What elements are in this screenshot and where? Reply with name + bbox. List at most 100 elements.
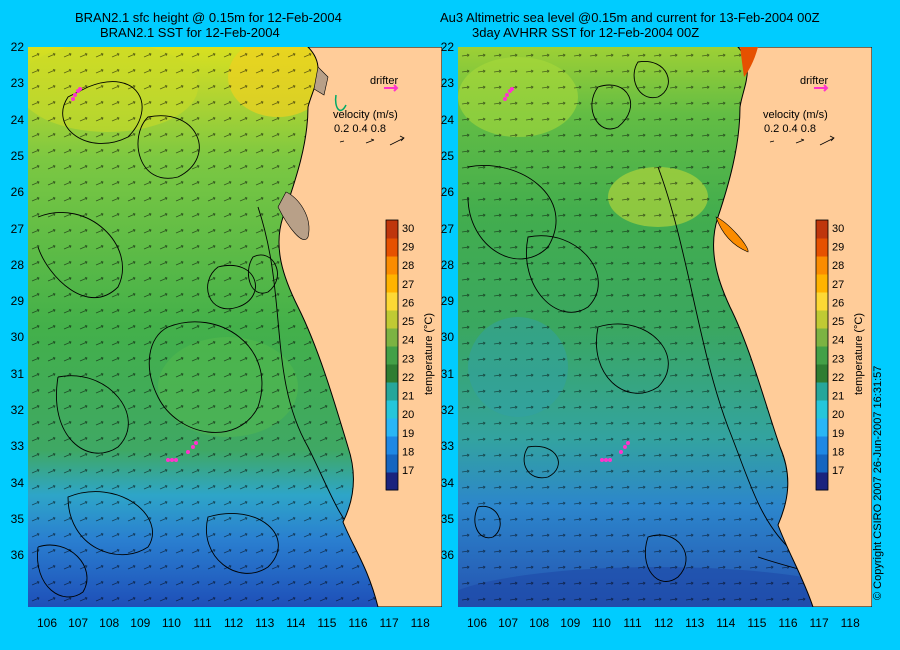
colorbar-tick-label: 19: [832, 428, 844, 440]
colorbar-segment: [386, 382, 398, 401]
lon-tick-label: 113: [255, 616, 275, 630]
lat-tick-label: 28: [10, 257, 24, 272]
colorbar-tick-label: 22: [832, 372, 844, 384]
colorbar-tick-label: 17: [832, 465, 844, 477]
colorbar-segment: [386, 436, 398, 455]
colorbar-segment: [816, 400, 828, 419]
colorbar-tick-label: 26: [832, 297, 844, 309]
lon-tick-label: 109: [560, 616, 581, 630]
lat-tick-label: 33: [440, 439, 454, 454]
lon-tick-label: 116: [778, 616, 798, 630]
colorbar-segment: [816, 292, 828, 311]
colorbar-segment: [386, 346, 398, 365]
lat-tick-label: 28: [440, 257, 454, 272]
lon-tick-label: 115: [317, 616, 337, 630]
colorbar-tick-label: 27: [832, 279, 844, 291]
colorbar-segment: [816, 346, 828, 365]
lat-tick-label: 30: [10, 330, 24, 345]
right-title-line1: Au3 Altimetric sea level @0.15m and curr…: [440, 10, 820, 25]
lon-tick-label: 114: [716, 616, 736, 630]
drifter-legend-marker: [384, 84, 399, 92]
lat-tick-label: 30: [440, 330, 454, 345]
colorbar-tick-label: 27: [402, 279, 414, 291]
lat-tick-label: 31: [10, 366, 24, 381]
lon-tick-label: 112: [224, 616, 244, 630]
right-sst-map: drifter velocity (m/s) 0.2 0.4 0.8 30 29 2…: [438, 46, 878, 647]
lon-tick-label: 108: [529, 616, 550, 630]
colorbar-frame: [815, 219, 829, 491]
lat-tick-label: 32: [440, 403, 454, 417]
colorbar-segment: [816, 436, 828, 455]
lat-tick-label: 23: [10, 76, 24, 91]
left-sst-map: drifter velocity (m/s) 0.2 0.4 0.8 30 29 2…: [18, 37, 443, 608]
colorbar-segment: [816, 472, 828, 491]
left-map-panel: drifter velocity (m/s) 0.2 0.4 0.8 30 29 2…: [18, 37, 443, 608]
colorbar-tick-label: 18: [402, 446, 414, 458]
lon-tick-label: 108: [99, 616, 120, 630]
lat-tick-label: 35: [440, 511, 454, 526]
drifter-legend-marker: [814, 84, 829, 92]
colorbar-segment: [386, 472, 398, 491]
colorbar-tick-label: 18: [832, 446, 844, 458]
colorbar-tick-label: 23: [832, 353, 844, 365]
colorbar-segment: [386, 220, 398, 239]
lon-tick-label: 111: [623, 616, 642, 630]
velocity-legend-values: 0.2 0.4 0.8: [334, 123, 386, 135]
lon-tick-label: 110: [591, 616, 611, 630]
colorbar-tick-label: 30: [832, 223, 844, 235]
lon-tick-label: 117: [809, 616, 829, 630]
velocity-legend-arrows: [339, 135, 405, 146]
colorbar-segment: [386, 310, 398, 329]
lat-tick-label: 27: [440, 221, 454, 236]
colorbar-tick-label: 28: [832, 260, 844, 272]
lat-tick-label: 24: [10, 112, 24, 127]
lon-tick-label: 118: [840, 616, 860, 630]
colorbar: 30 29 28 27 26 25 24 23 22 21 20 19 18 17 temperature …: [815, 219, 865, 491]
copyright-note: © Copyright CSIRO 2007 26-Jun-2007 16:31…: [872, 365, 884, 600]
right-map-panel: drifter velocity (m/s) 0.2 0.4 0.8 30 29 2…: [438, 46, 878, 647]
colorbar-label: temperature (°C): [423, 313, 435, 395]
colorbar-segment: [386, 238, 398, 257]
velocity-legend-title: velocity (m/s): [763, 109, 828, 121]
lat-tick-label: 29: [10, 294, 24, 309]
drifter-track-north: [71, 87, 82, 101]
colorbar-segment: [816, 418, 828, 437]
lat-tick-label: 24: [440, 112, 454, 127]
colorbar-segment: [386, 256, 398, 275]
colorbar-segment: [386, 364, 398, 383]
velocity-legend-values: 0.2 0.4 0.8: [764, 123, 816, 135]
lat-tick-label: 26: [440, 185, 454, 200]
lon-tick-label: 112: [654, 616, 674, 630]
colorbar-segment: [816, 238, 828, 257]
colorbar-tick-label: 20: [402, 409, 414, 421]
lat-tick-label: 36: [440, 548, 454, 563]
colorbar-segment: [386, 454, 398, 473]
colorbar-tick-label: 20: [832, 409, 844, 421]
lon-tick-label: 116: [348, 616, 368, 630]
colorbar-segment: [816, 310, 828, 329]
lon-tick-label: 115: [747, 616, 767, 630]
lat-tick-label: 25: [440, 148, 454, 163]
lon-tick-label: 107: [498, 616, 519, 630]
lat-tick-label: 26: [10, 185, 24, 200]
colorbar-segment: [816, 454, 828, 473]
colorbar-tick-label: 22: [402, 372, 414, 384]
left-title-line1: BRAN2.1 sfc height @ 0.15m for 12-Feb-20…: [75, 10, 342, 25]
lat-tick-label: 29: [440, 294, 454, 309]
lon-tick-label: 117: [379, 616, 399, 630]
lat-tick-label: 34: [440, 475, 454, 490]
colorbar-segment: [816, 328, 828, 347]
left-title-line2: BRAN2.1 SST for 12-Feb-2004: [100, 25, 280, 40]
lon-tick-label: 111: [193, 616, 212, 630]
colorbar-segment: [386, 274, 398, 293]
velocity-legend-arrows: [769, 135, 835, 146]
drifter-legend-label: drifter: [800, 75, 828, 87]
colorbar-segment: [386, 400, 398, 419]
colorbar-tick-label: 17: [402, 465, 414, 477]
colorbar-tick-label: 21: [832, 391, 844, 403]
lon-tick-label: 109: [130, 616, 151, 630]
lon-tick-label: 113: [685, 616, 705, 630]
colorbar-segment: [816, 364, 828, 383]
colorbar-tick-label: 24: [402, 335, 414, 347]
colorbar-segment: [386, 328, 398, 347]
